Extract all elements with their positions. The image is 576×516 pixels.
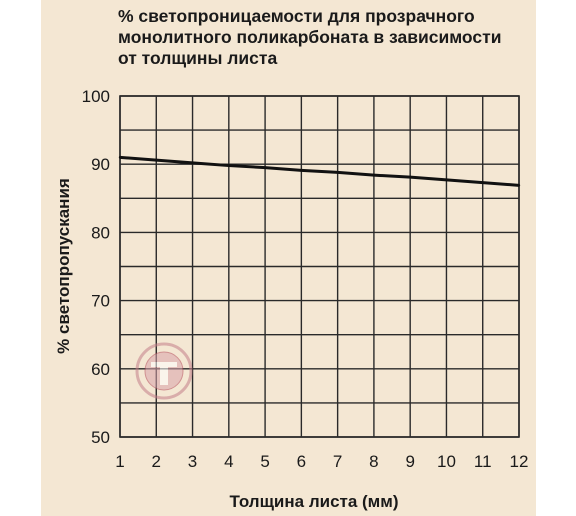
x-tick-label: 1 bbox=[115, 452, 124, 471]
chart-title: % светопроницаемости для прозрачного мон… bbox=[118, 6, 502, 68]
series-layer bbox=[118, 155, 521, 187]
x-tick-label: 7 bbox=[333, 452, 342, 471]
data-point bbox=[300, 169, 303, 172]
x-tick-label: 9 bbox=[405, 452, 414, 471]
y-tick-label: 80 bbox=[91, 223, 110, 242]
y-tick-label: 50 bbox=[91, 428, 110, 447]
data-point bbox=[481, 181, 484, 184]
data-point bbox=[263, 166, 267, 169]
data-point bbox=[227, 164, 231, 167]
data-point bbox=[155, 158, 158, 162]
data-point bbox=[408, 175, 412, 179]
x-tick-label: 8 bbox=[369, 452, 378, 471]
x-tick-label: 5 bbox=[260, 452, 269, 471]
data-point bbox=[191, 161, 194, 165]
data-point bbox=[336, 171, 339, 174]
grid bbox=[119, 95, 520, 438]
x-tick-label: 11 bbox=[474, 452, 492, 471]
data-point bbox=[372, 173, 376, 177]
x-tick-label: 12 bbox=[510, 452, 529, 471]
series-line bbox=[119, 155, 520, 187]
y-tick-label: 60 bbox=[91, 360, 110, 379]
y-axis-label: % светопропускания bbox=[54, 178, 73, 354]
data-point bbox=[445, 178, 448, 182]
x-tick-label: 3 bbox=[188, 452, 197, 471]
y-tick-label: 70 bbox=[91, 292, 110, 311]
x-tick-label: 6 bbox=[297, 452, 306, 471]
y-tick-label: 100 bbox=[82, 87, 110, 106]
data-point bbox=[517, 184, 521, 187]
y-tick-label: 90 bbox=[91, 155, 110, 174]
x-axis-label: Толщина листа (мм) bbox=[230, 492, 399, 511]
data-point bbox=[118, 156, 122, 159]
watermark-logo bbox=[135, 342, 193, 400]
x-tick-label: 2 bbox=[152, 452, 161, 471]
x-tick-label: 10 bbox=[437, 452, 456, 471]
x-tick-label: 4 bbox=[224, 452, 233, 471]
plot-frame bbox=[119, 95, 520, 438]
